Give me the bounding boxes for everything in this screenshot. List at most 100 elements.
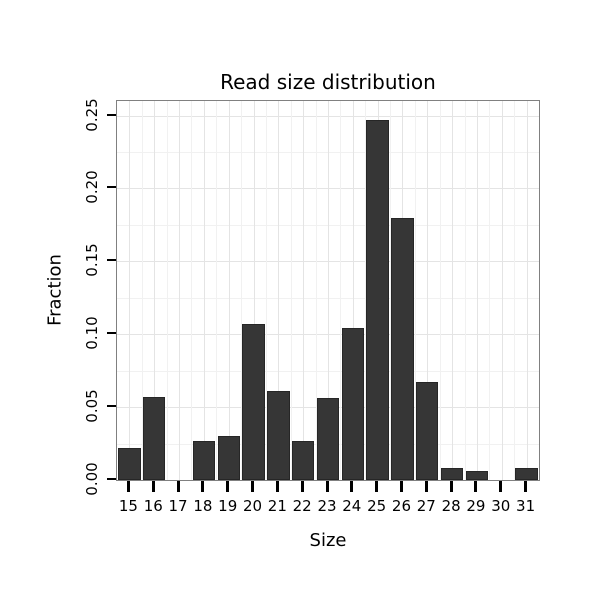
y-tick-mark <box>107 186 116 189</box>
x-tick-mark <box>251 481 255 492</box>
x-tick-label: 16 <box>143 497 163 515</box>
y-tick-label: 0.05 <box>83 389 101 423</box>
x-tick-label: 26 <box>391 497 412 515</box>
y-axis-tick-labels: 0.00 0.05 0.10 0.15 0.20 0.25 <box>78 97 106 496</box>
y-tick-mark <box>107 332 116 335</box>
grid-minor-line <box>489 101 491 480</box>
bar <box>118 447 141 480</box>
x-axis-tick-labels: 15 16 17 18 19 20 21 22 23 24 25 26 27 28 29 30 31 <box>116 497 540 515</box>
x-tick-mark <box>325 481 329 492</box>
grid-minor-line <box>464 101 466 480</box>
x-tick-mark <box>275 481 279 492</box>
x-tick-mark <box>499 481 503 492</box>
bar <box>391 217 414 480</box>
x-tick-label: 15 <box>118 497 138 515</box>
x-tick-label: 19 <box>218 497 238 515</box>
x-tick-label: 28 <box>441 497 461 515</box>
grid-major-line <box>129 101 131 480</box>
x-tick-mark <box>300 481 304 492</box>
x-tick-mark <box>424 481 428 492</box>
bar <box>416 382 439 480</box>
y-tick-label: 0.15 <box>83 243 101 278</box>
y-tick-mark <box>107 405 116 408</box>
plot-panel <box>116 100 540 481</box>
x-tick-mark <box>201 481 205 492</box>
bar <box>440 468 464 480</box>
grid-minor-line <box>216 101 218 480</box>
grid-major-line <box>427 101 429 480</box>
grid-major-line <box>352 101 354 480</box>
x-tick-label: 20 <box>242 497 263 515</box>
x-tick-mark <box>176 481 180 492</box>
grid-major-line <box>452 101 454 480</box>
x-tick-mark <box>474 481 478 492</box>
x-tick-label: 24 <box>342 497 362 515</box>
grid-minor-line <box>439 101 441 480</box>
x-axis-title: Size <box>309 530 347 551</box>
bar <box>316 398 340 480</box>
bar <box>217 436 240 480</box>
y-axis-title: Fraction <box>44 254 66 326</box>
chart-title: Read size distribution <box>220 70 436 94</box>
grid-minor-line <box>390 101 392 480</box>
x-tick-mark <box>126 481 130 492</box>
y-tick-label: 0.20 <box>83 170 101 205</box>
bar <box>366 119 389 480</box>
grid-major-line <box>476 101 478 480</box>
y-tick-label: 0.10 <box>83 316 101 350</box>
y-axis-ticks <box>107 100 116 481</box>
x-axis-ticks <box>116 481 540 492</box>
grid-minor-line <box>166 101 168 480</box>
x-tick-label: 30 <box>491 497 511 515</box>
x-tick-label: 21 <box>267 497 287 515</box>
grid-major-line <box>278 101 280 480</box>
x-tick-label: 23 <box>317 497 337 515</box>
grid-major-line <box>154 101 156 480</box>
x-tick-label: 17 <box>168 497 188 515</box>
x-tick-mark <box>226 481 230 492</box>
grid-major-line <box>526 101 528 480</box>
grid-major-line <box>228 101 230 480</box>
grid-major-line <box>203 101 205 480</box>
bar <box>143 396 166 480</box>
bar <box>267 391 290 480</box>
grid-major-line <box>253 101 255 480</box>
grid-minor-line <box>315 101 317 480</box>
x-tick-label: 29 <box>466 497 486 515</box>
bar <box>515 468 538 480</box>
grid-minor-line <box>141 101 143 480</box>
grid-major-line <box>328 101 329 480</box>
grid-minor-line <box>340 101 342 480</box>
grid-major-line <box>179 101 181 480</box>
x-tick-label: 31 <box>516 497 536 515</box>
x-tick-label: 22 <box>292 497 312 515</box>
x-tick-mark <box>524 481 528 492</box>
y-tick-label: 0.25 <box>83 97 101 132</box>
x-tick-mark <box>375 481 379 492</box>
grid-minor-line <box>191 101 193 480</box>
x-tick-mark <box>151 481 155 492</box>
bar <box>292 440 315 480</box>
bar <box>465 471 489 480</box>
x-tick-label: 27 <box>416 497 436 515</box>
x-tick-label: 18 <box>193 497 213 515</box>
x-tick-mark <box>350 481 354 492</box>
x-tick-mark <box>449 481 453 492</box>
x-tick-label: 25 <box>367 497 387 515</box>
y-tick-mark <box>107 259 116 262</box>
grid-minor-line <box>241 101 243 480</box>
grid-minor-line <box>514 101 516 480</box>
grid-minor-line <box>365 101 367 480</box>
grid-major-line <box>303 101 305 480</box>
bar <box>192 440 216 480</box>
y-tick-label: 0.00 <box>83 462 101 496</box>
bar <box>341 328 364 480</box>
x-tick-mark <box>399 481 403 492</box>
y-tick-mark <box>107 113 116 116</box>
grid-major-line <box>501 101 503 480</box>
y-tick-mark <box>107 478 116 480</box>
grid-minor-line <box>290 101 292 480</box>
grid-minor-line <box>265 101 267 480</box>
grid-minor-line <box>414 101 416 480</box>
